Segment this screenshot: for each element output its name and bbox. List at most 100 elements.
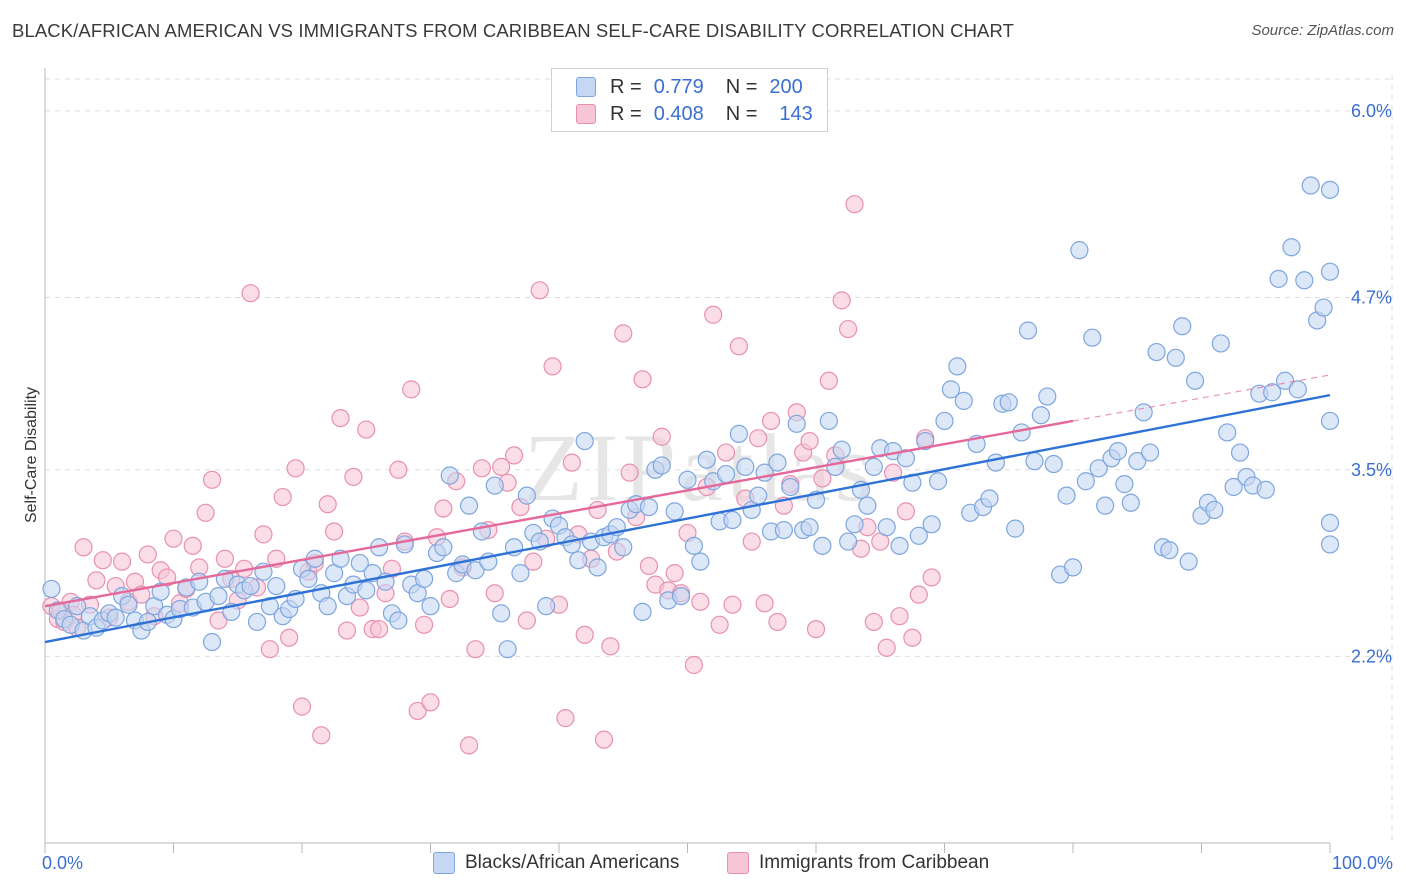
blue-point — [1320, 535, 1340, 554]
blue-point — [736, 457, 755, 476]
pink-point — [202, 470, 222, 489]
blue-point — [1057, 486, 1076, 505]
pink-point — [543, 357, 562, 376]
series-legend: Blacks/African Americans Immigrants from… — [0, 852, 1406, 878]
legend-r-label: R = — [610, 75, 642, 98]
blue-point — [421, 597, 440, 616]
correlation-legend: R = 0.779 N = 200 R = 0.408 N = 143 — [551, 68, 828, 132]
series-label-pink: Immigrants from Caribbean — [759, 852, 990, 873]
blue-point — [1076, 472, 1095, 491]
pink-point — [729, 337, 749, 356]
blue-point — [209, 586, 228, 606]
pink-point — [883, 463, 903, 482]
y-axis-title: Self-Care Disability — [23, 387, 40, 523]
pink-point — [562, 453, 581, 472]
pink-point — [710, 615, 729, 634]
blue-point — [781, 477, 800, 497]
pink-point — [864, 612, 883, 632]
blue-point — [1179, 552, 1198, 571]
legend-swatch-pink — [576, 104, 596, 124]
blue-point — [357, 581, 376, 600]
blue-point — [459, 496, 479, 515]
blue-point — [896, 449, 916, 468]
pink-point — [215, 549, 234, 568]
legend-swatch-blue — [576, 77, 596, 97]
blue-point — [922, 515, 941, 534]
pink-point — [254, 525, 273, 544]
y-tick-label: 4.7% — [1351, 288, 1392, 308]
pink-point — [890, 607, 909, 626]
blue-point — [1230, 443, 1250, 462]
series-legend-pink[interactable]: Immigrants from Caribbean — [727, 852, 989, 874]
pink-point — [273, 487, 292, 507]
blue-point — [1096, 496, 1115, 515]
blue-point — [639, 497, 659, 517]
blue-point — [1269, 269, 1288, 288]
legend-n-value: 200 — [769, 75, 803, 98]
legend-n-value: 143 — [779, 102, 813, 125]
pink-point — [241, 284, 260, 303]
pink-point — [755, 594, 774, 613]
blue-point — [1044, 454, 1063, 474]
blue-point — [774, 520, 793, 540]
blue-point — [1083, 328, 1102, 347]
legend-r-label: R = — [610, 102, 642, 125]
blue-point — [665, 502, 684, 521]
pink-point — [556, 709, 575, 728]
blue-point — [691, 552, 710, 571]
blue-point — [485, 476, 504, 495]
pink-point — [614, 324, 633, 343]
y-tick-labels: 2.2% 3.5% 4.7% 6.0% — [1351, 101, 1392, 666]
pink-point — [922, 568, 941, 587]
blue-point — [1320, 262, 1340, 281]
blue-point — [890, 536, 909, 555]
blue-point — [845, 515, 864, 534]
y-tick-label: 2.2% — [1351, 646, 1392, 666]
legend-row-pink: R = 0.408 N = 143 — [576, 101, 813, 127]
pink-point — [601, 637, 620, 656]
blue-point — [678, 470, 697, 489]
pink-point — [93, 551, 112, 570]
x-tick-max: 100.0% — [1332, 853, 1393, 873]
pink-point — [665, 564, 684, 583]
pink-point — [704, 305, 723, 324]
pink-point — [839, 319, 858, 339]
blue-point — [1160, 541, 1179, 560]
blue-point — [948, 357, 967, 376]
blue-point — [652, 456, 671, 475]
blue-point — [1320, 180, 1340, 199]
blue-point — [1108, 442, 1128, 461]
blue-point — [1006, 519, 1025, 538]
blue-point — [350, 553, 369, 573]
pink-point — [164, 529, 183, 548]
blue-point — [1147, 342, 1166, 362]
series-swatch-blue — [433, 852, 455, 874]
pink-point — [434, 499, 453, 518]
blue-point — [511, 564, 530, 583]
series-legend-blue[interactable]: Blacks/African Americans — [433, 852, 679, 874]
blue-point — [749, 486, 768, 505]
pink-point — [350, 598, 369, 617]
blue-point — [1295, 271, 1314, 290]
blue-point — [1275, 371, 1295, 390]
blue-trend-line — [44, 393, 1331, 644]
blue-point — [1063, 558, 1083, 577]
blue-point — [151, 582, 170, 601]
blue-point-series — [42, 176, 1340, 659]
legend-r-value: 0.408 — [653, 102, 704, 125]
blue-point — [980, 489, 999, 508]
blue-point — [395, 535, 414, 554]
legend-row-blue: R = 0.779 N = 200 — [576, 74, 803, 100]
pink-point — [684, 655, 704, 675]
blue-point — [916, 431, 935, 451]
pink-point — [845, 195, 864, 214]
blue-point — [434, 538, 453, 557]
blue-point — [1128, 452, 1147, 471]
pink-point — [620, 463, 639, 482]
blue-point — [1031, 406, 1050, 425]
blue-point — [1038, 387, 1057, 406]
legend-r-value: 0.779 — [653, 75, 704, 98]
blue-point — [517, 486, 536, 505]
blue-point — [1314, 298, 1333, 317]
pink-point — [691, 592, 710, 611]
